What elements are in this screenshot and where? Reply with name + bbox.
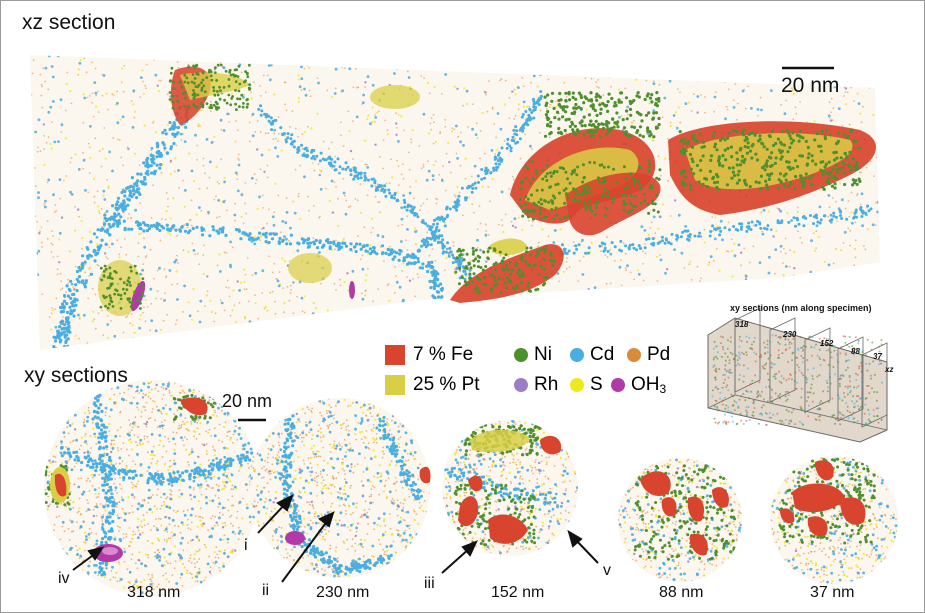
- marker-ii: ii: [262, 582, 270, 599]
- inset-tick-318: 318: [735, 320, 749, 329]
- marker-v: v: [603, 562, 611, 579]
- pt-swatch: [385, 375, 405, 395]
- depth-label-88: 88 nm: [659, 584, 704, 601]
- inset-xz-label: xz: [885, 365, 894, 374]
- legend-ni: Ni: [514, 344, 552, 366]
- inset-tick-230: 230: [783, 330, 797, 339]
- xy-section-88: [618, 458, 742, 582]
- marker-iii: iii: [424, 575, 435, 592]
- xz-scale-bar-label: 20 nm: [781, 74, 840, 97]
- legend-s: S: [570, 374, 603, 396]
- inset-tick-37: 37: [873, 352, 882, 361]
- inset-schematic: [707, 307, 888, 443]
- marker-arrows: [72, 493, 599, 583]
- marker-i: i: [244, 537, 248, 554]
- depth-label-230: 230 nm: [316, 584, 370, 601]
- fe-swatch: [385, 345, 405, 365]
- xz-specimen: [30, 55, 880, 350]
- inset-title: xy sections (nm along specimen): [730, 303, 872, 313]
- xz-section-title: xz section: [22, 11, 116, 34]
- legend-rh: Rh: [514, 374, 558, 396]
- oh3-dot: [611, 378, 625, 392]
- cd-dot: [570, 348, 584, 362]
- legend-pd: Pd: [627, 344, 670, 366]
- pd-dot: [627, 348, 641, 362]
- xy-section-37: [770, 456, 898, 584]
- s-dot: [570, 378, 584, 392]
- xy-section-152: [442, 420, 578, 556]
- legend-pt: 25 % Pt: [385, 374, 480, 396]
- legend-fe: 7 % Fe: [385, 344, 473, 366]
- legend-oh3: OH 3: [611, 374, 666, 396]
- marker-iv: iv: [58, 570, 70, 587]
- inset-tick-152: 152: [820, 339, 834, 348]
- fe-isosurfaces-xz: [98, 66, 877, 316]
- rh-dot: [514, 378, 528, 392]
- depth-label-37: 37 nm: [810, 584, 855, 601]
- xy-section-230: [250, 398, 431, 578]
- depth-label-152: 152 nm: [491, 584, 545, 601]
- xy-sections-title: xy sections: [24, 364, 128, 387]
- depth-label-318: 318 nm: [127, 584, 181, 601]
- ni-dot: [514, 348, 528, 362]
- inset-tick-88: 88: [851, 347, 860, 356]
- xy-scale-bar-label: 20 nm: [222, 391, 273, 411]
- legend-cd: Cd: [570, 344, 614, 366]
